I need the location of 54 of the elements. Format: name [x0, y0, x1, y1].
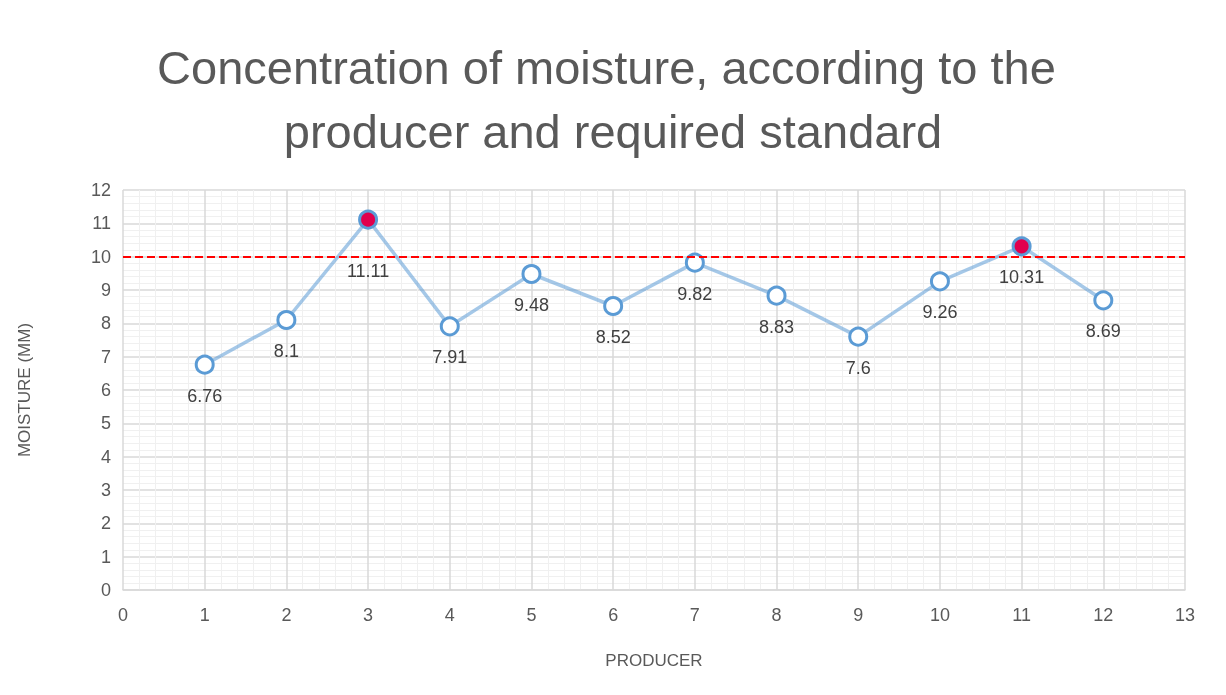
y-tick-label: 2: [100, 513, 111, 534]
point: [276, 310, 297, 330]
y-tick-label: 4: [100, 446, 111, 467]
x-tick-label: 7: [689, 605, 700, 625]
point: [358, 209, 379, 230]
x-tick-label: 9: [853, 605, 864, 625]
y-tick-label: 5: [100, 413, 111, 434]
y-tick-label: 3: [100, 480, 111, 500]
point: [684, 252, 705, 273]
y-tick-label: 10: [90, 246, 111, 267]
x-tick-label: 4: [444, 605, 455, 625]
y-tick-label: 12: [90, 180, 111, 200]
data-label: 8.69: [1085, 321, 1121, 342]
chart-title: Concentration of moisture, according to the producer and required standard: [157, 40, 1069, 158]
x-axis-title: PRODUCER: [605, 651, 703, 670]
data-label: 8.83: [759, 316, 795, 337]
y-axis-title: MOISTURE (MM): [15, 322, 34, 458]
x-tick-label: 8: [771, 605, 782, 625]
data-label: 9.48: [513, 295, 549, 315]
x-tick-label: 12: [1093, 605, 1114, 625]
data-label: 7.6: [845, 357, 871, 378]
data-label: 10.31: [999, 267, 1045, 288]
point: [766, 285, 787, 306]
x-tick-label: 13: [1174, 605, 1196, 625]
y-tick-label: 9: [100, 280, 111, 300]
point: [929, 271, 950, 292]
x-tick-label: 5: [526, 605, 537, 625]
point: [194, 354, 215, 375]
data-label: 6.76: [187, 385, 223, 406]
data-label: 8.1: [273, 341, 299, 361]
point: [1093, 290, 1114, 311]
y-tick-label: 1: [100, 546, 111, 567]
point: [1011, 236, 1032, 257]
x-tick-label: 11: [1012, 605, 1031, 625]
x-tick-label: 2: [281, 605, 292, 625]
y-tick-label: 0: [100, 580, 111, 600]
data-label: 9.82: [677, 283, 713, 304]
data-label: 7.91: [432, 347, 468, 368]
data-label: 9.26: [922, 302, 958, 323]
x-tick-label: 0: [117, 605, 129, 625]
point: [521, 264, 542, 284]
y-tick-label: 7: [100, 346, 111, 367]
point: [439, 316, 460, 337]
y-tick-label: 11: [92, 213, 111, 234]
point: [848, 326, 869, 347]
y-tick-label: 6: [100, 380, 111, 400]
x-tick-label: 6: [608, 605, 619, 625]
x-tick-label: 1: [199, 605, 210, 625]
x-tick-label: 10: [929, 605, 950, 625]
point: [603, 296, 624, 316]
y-tick-label: 8: [100, 313, 111, 334]
data-label: 8.52: [595, 327, 631, 347]
x-tick-label: 3: [363, 605, 374, 625]
data-label: 11.11: [346, 261, 390, 282]
